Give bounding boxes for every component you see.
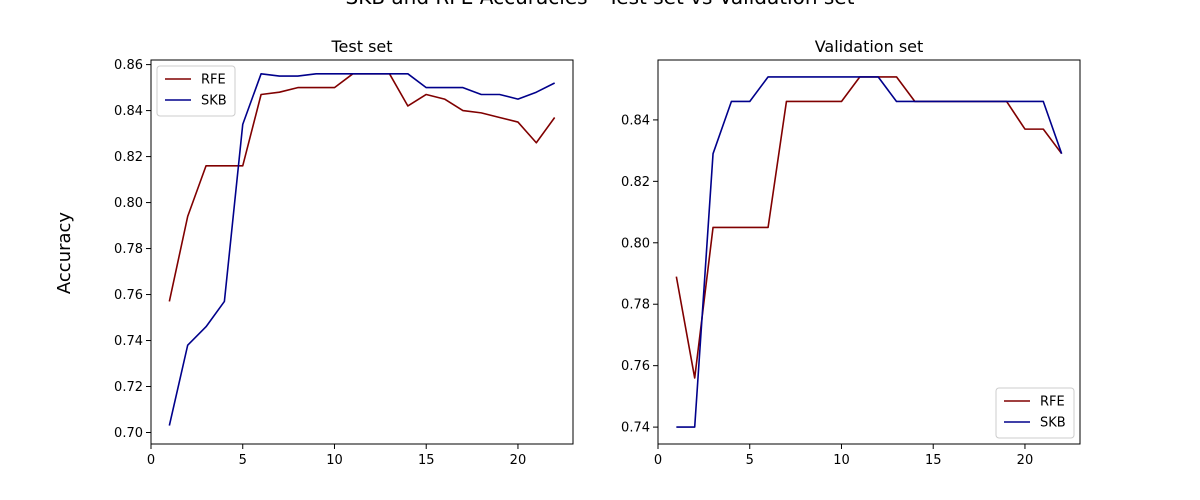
test-set-y-tick-label: 0.70 (114, 426, 143, 441)
test-set-legend-label-rfe: RFE (201, 73, 226, 88)
validation-set-legend-label-rfe: RFE (1040, 395, 1065, 410)
test-set-y-tick-label: 0.78 (114, 242, 143, 257)
test-set-legend: RFE SKB (156, 65, 236, 117)
validation-set-legend: RFE SKB (995, 387, 1075, 439)
test-set-y-tick-label: 0.72 (114, 380, 143, 395)
validation-set-y-tick-label: 0.84 (621, 113, 650, 128)
validation-set-plot: Validation set 0 5 10 15 20 0.74 0.76 0.78 0.80 0.… (621, 37, 1081, 468)
validation-set-y-tick-label: 0.78 (621, 298, 650, 313)
validation-set-x-tick-label: 20 (1017, 453, 1034, 468)
validation-set-series-skb-line (676, 76, 1063, 428)
validation-set-y-tick-label: 0.74 (621, 421, 650, 436)
validation-set-legend-label-skb: SKB (1040, 416, 1066, 431)
validation-set-x-tick-label: 10 (833, 453, 850, 468)
validation-set-x-tick-label: 15 (925, 453, 942, 468)
validation-set-title: Validation set (815, 37, 924, 56)
validation-set-y-tick-label: 0.76 (621, 359, 650, 374)
test-set-title: Test set (330, 37, 392, 56)
figure-suptitle: SKB and RFE Accuracies - Test set vs Val… (346, 0, 855, 9)
test-set-axes-frame (150, 59, 574, 445)
test-set-x-tick-label: 5 (239, 453, 247, 468)
test-set-y-tick-label: 0.80 (114, 196, 143, 211)
test-set-x-tick-label: 20 (510, 453, 527, 468)
validation-set-y-tick-label: 0.82 (621, 175, 650, 190)
test-set-y-tick-label: 0.76 (114, 288, 143, 303)
test-set-y-tick-label: 0.86 (114, 58, 143, 73)
test-set-x-tick-label: 15 (418, 453, 435, 468)
test-set-series-skb-line (168, 73, 556, 426)
validation-set-x-tick-label: 0 (654, 453, 662, 468)
validation-set-axes-frame (657, 59, 1081, 445)
test-set-x-tick-label: 10 (326, 453, 343, 468)
validation-set-y-tick-label: 0.80 (621, 236, 650, 251)
test-set-legend-label-skb: SKB (201, 94, 227, 109)
figure-y-axis-label: Accuracy (54, 212, 75, 295)
test-set-plot: Test set 0 5 10 15 20 0.70 0.72 0.74 0.76 0.78 0.80… (114, 37, 574, 468)
validation-set-x-tick-label: 5 (746, 453, 754, 468)
test-set-y-tick-label: 0.74 (114, 334, 143, 349)
test-set-x-tick-label: 0 (147, 453, 155, 468)
test-set-y-tick-label: 0.82 (114, 150, 143, 165)
test-set-y-tick-label: 0.84 (114, 104, 143, 119)
